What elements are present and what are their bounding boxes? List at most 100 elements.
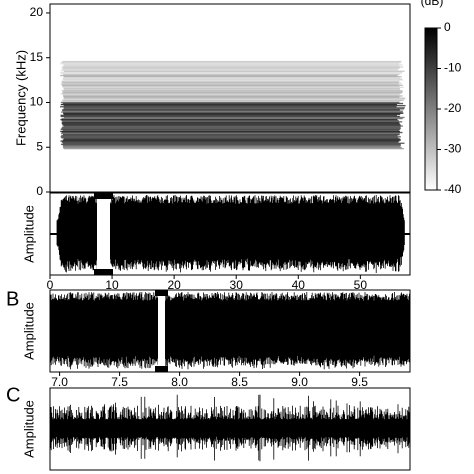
spectrum-band bbox=[61, 81, 399, 83]
y-label: Frequency (kHz) bbox=[13, 50, 28, 146]
spectrum-band bbox=[62, 82, 402, 84]
spectrum-band bbox=[62, 123, 400, 125]
x-tick-label: 8.5 bbox=[231, 375, 248, 389]
gap-cap bbox=[155, 366, 168, 372]
spectrum-band bbox=[61, 84, 403, 86]
y-tick-label: 5 bbox=[36, 139, 43, 153]
colorbar-tick-label: -10 bbox=[444, 61, 462, 75]
spectrum-band bbox=[62, 110, 404, 112]
plot-frame bbox=[49, 387, 411, 471]
spectrum-band bbox=[63, 113, 401, 115]
spectrum-band bbox=[60, 114, 398, 117]
spectrum-band bbox=[63, 145, 401, 148]
spectrum-band bbox=[60, 71, 403, 74]
spectrum-band bbox=[60, 103, 397, 106]
spectrum-band bbox=[61, 131, 403, 134]
x-tick-label: 0 bbox=[47, 278, 54, 292]
waveform bbox=[49, 394, 410, 462]
spectrum-band bbox=[62, 142, 405, 144]
spectrum-band bbox=[60, 130, 401, 133]
plot-frame bbox=[49, 3, 411, 193]
spectrum-band bbox=[62, 67, 401, 69]
spectrum-band bbox=[60, 93, 401, 95]
spectrum-band bbox=[61, 66, 404, 68]
x-tick-label: 40 bbox=[292, 278, 306, 292]
spectrum-band bbox=[63, 97, 406, 99]
spectrum-band bbox=[63, 104, 406, 107]
colorbar-label: (dB) bbox=[421, 0, 444, 8]
spectrum-band bbox=[60, 111, 403, 113]
spectrum-band bbox=[60, 101, 400, 104]
spectrum-band bbox=[60, 63, 400, 65]
spectrum-band bbox=[62, 126, 401, 128]
spectrum-band bbox=[62, 78, 403, 80]
spectrum-band bbox=[62, 73, 400, 76]
colorbar-tick-label: 0 bbox=[444, 20, 451, 34]
spectrum-band bbox=[63, 100, 401, 103]
colorbar bbox=[424, 27, 438, 191]
spectrum-band bbox=[62, 85, 400, 88]
spectrum-band bbox=[63, 98, 405, 100]
spectrum-band bbox=[63, 112, 404, 114]
spectrum-band bbox=[62, 60, 402, 63]
y-label: Amplitude bbox=[21, 400, 36, 458]
spectrum-band bbox=[61, 141, 399, 143]
spectrum-band bbox=[63, 116, 405, 119]
colorbar-tick-label: -40 bbox=[444, 182, 462, 196]
x-tick-label: 20 bbox=[167, 278, 181, 292]
waveform bbox=[49, 292, 410, 370]
spectrum-band bbox=[61, 122, 400, 124]
y-tick-label: 20 bbox=[30, 5, 44, 19]
y-label: Amplitude bbox=[21, 302, 36, 360]
spectrum-band bbox=[60, 83, 399, 85]
gap-cap bbox=[94, 269, 113, 275]
spectrum-band bbox=[61, 117, 403, 120]
spectrum-band bbox=[61, 80, 400, 82]
x-tick-label: 9.5 bbox=[351, 375, 368, 389]
spectrum-band bbox=[63, 108, 405, 110]
y-label: Amplitude bbox=[21, 205, 36, 263]
spectrum-band bbox=[60, 140, 400, 142]
x-tick-label: 7.5 bbox=[111, 375, 128, 389]
panel-label: B bbox=[6, 288, 19, 310]
silence-gap bbox=[97, 199, 110, 269]
spectrum-band bbox=[60, 143, 401, 146]
spectrum-band bbox=[61, 99, 404, 101]
spectrum-band bbox=[62, 86, 404, 89]
spectrum-band bbox=[63, 96, 400, 98]
spectrum-band bbox=[61, 137, 399, 139]
spectrum-band bbox=[61, 120, 399, 122]
spectrum-band bbox=[62, 91, 403, 93]
plot-frame bbox=[49, 192, 411, 276]
x-tick-label: 50 bbox=[354, 278, 368, 292]
spectrum-band bbox=[62, 146, 402, 149]
spectrum-band bbox=[60, 69, 399, 71]
spectrum-band bbox=[60, 106, 397, 108]
x-tick-label: 9.0 bbox=[291, 375, 308, 389]
spectrum-band bbox=[60, 136, 401, 138]
spectrum-band bbox=[62, 121, 403, 123]
spectrum-band bbox=[60, 62, 401, 64]
plot-frame bbox=[49, 289, 411, 373]
panel-label: C bbox=[6, 384, 20, 406]
spectrum-band bbox=[63, 125, 403, 127]
spectrum-band bbox=[60, 115, 400, 118]
spectrum-band bbox=[61, 89, 403, 92]
x-tick-label: 8.0 bbox=[171, 375, 188, 389]
silence-gap bbox=[158, 296, 165, 366]
spectrum-band bbox=[61, 135, 398, 137]
spectrum-band bbox=[62, 133, 400, 136]
spectrum-band bbox=[63, 77, 401, 79]
spectrum-band bbox=[62, 79, 404, 81]
spectrum-band bbox=[62, 92, 403, 94]
spectrum-band bbox=[62, 144, 401, 147]
spectrum-band bbox=[63, 147, 404, 150]
gap-cap bbox=[94, 193, 113, 199]
x-tick-label: 30 bbox=[230, 278, 244, 292]
spectrum-band bbox=[61, 68, 398, 70]
spectrum-band bbox=[62, 139, 401, 141]
spectrum-band bbox=[63, 70, 405, 72]
y-tick-label: 10 bbox=[30, 95, 44, 109]
spectrum-band bbox=[63, 107, 405, 109]
